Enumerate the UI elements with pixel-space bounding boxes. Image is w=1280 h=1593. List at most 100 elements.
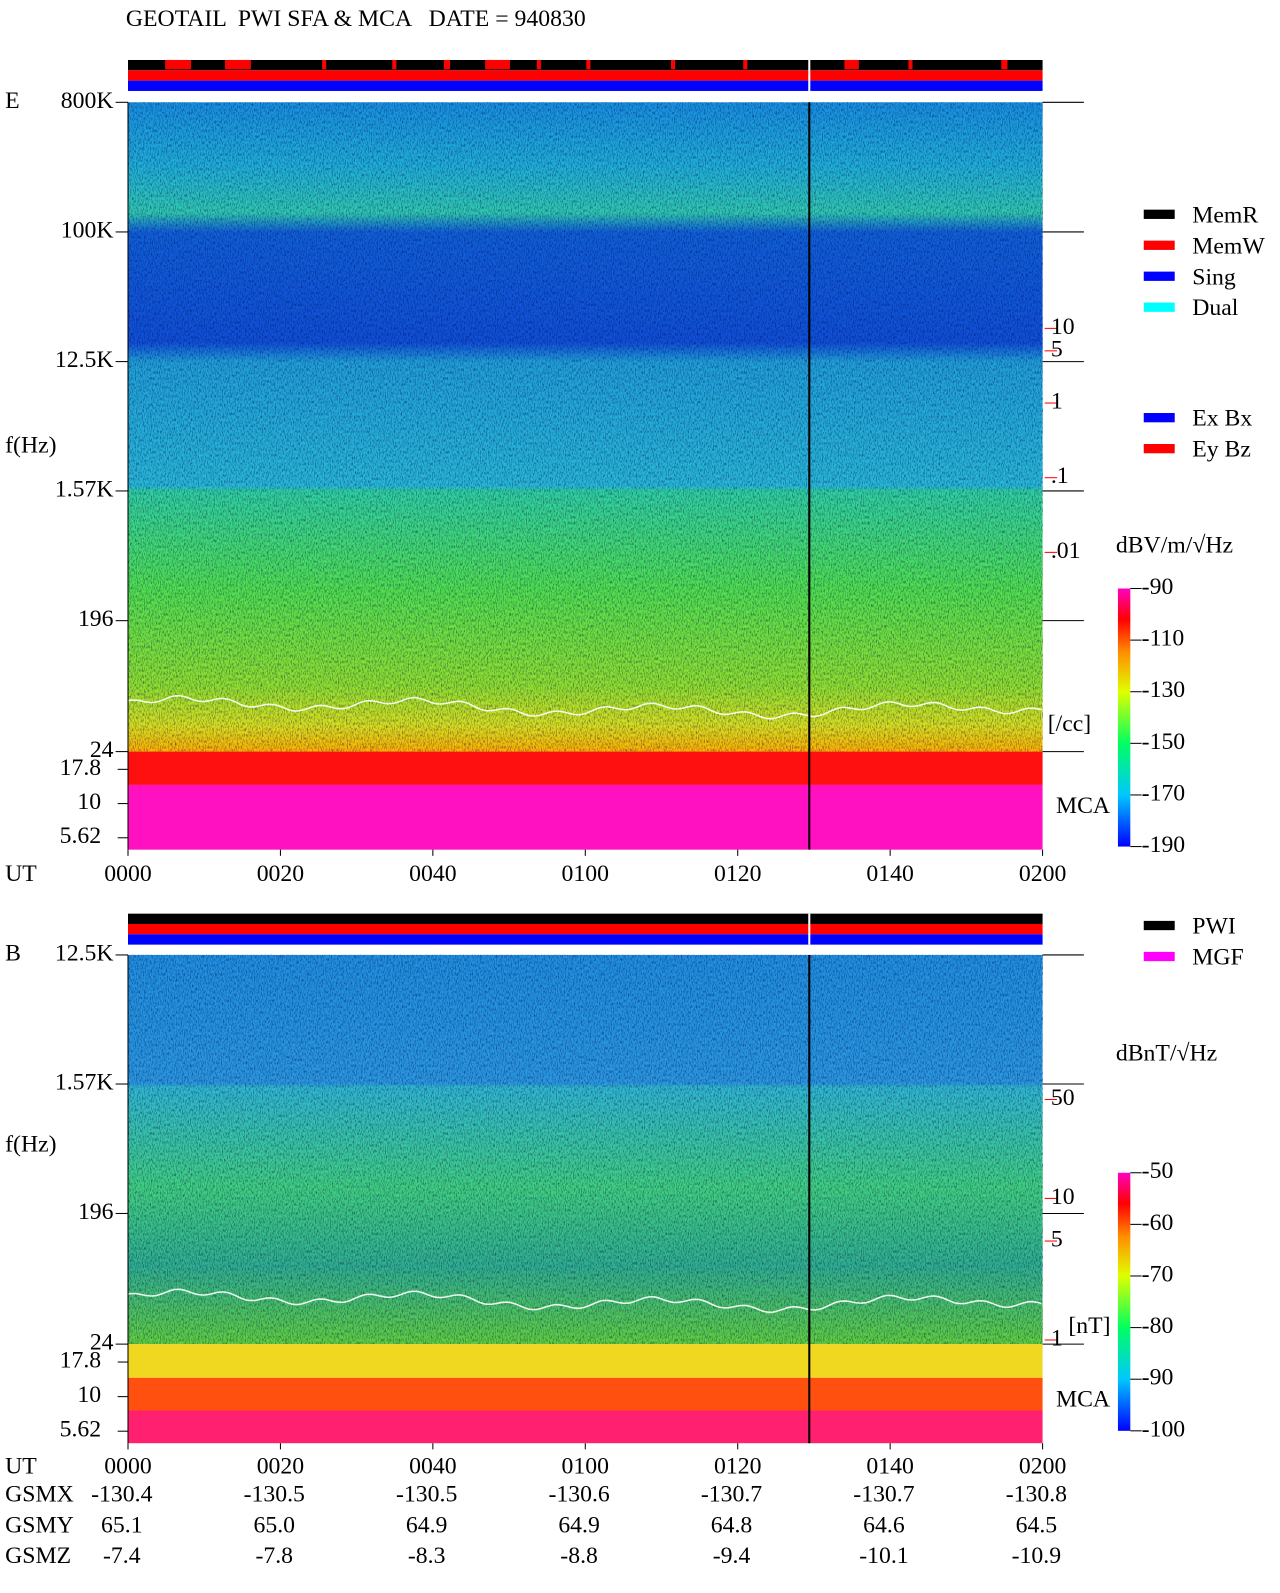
y-tick-label: 800K xyxy=(61,88,114,114)
colorbar-tick-label: -60 xyxy=(1142,1210,1174,1236)
orbit-value: 64.5 xyxy=(1016,1512,1058,1538)
x-tick-label: 0040 xyxy=(409,861,456,887)
x-tick-label: 0020 xyxy=(257,1453,304,1479)
mca-tick-label: 5.62 xyxy=(60,1417,102,1443)
orbit-value: -7.4 xyxy=(103,1543,141,1569)
x-tick-label: 0140 xyxy=(866,861,913,887)
y-axis-label: f(Hz) xyxy=(5,1131,56,1157)
mca-band xyxy=(128,1344,1043,1378)
mca-tick-label: 10 xyxy=(77,789,101,815)
y-tick-label: 100K xyxy=(61,217,114,243)
x-tick-label: 0000 xyxy=(104,1453,151,1479)
y2-tick-label: 50 xyxy=(1051,1085,1075,1111)
orbit-value: -130.5 xyxy=(244,1481,305,1507)
orbit-value: -9.4 xyxy=(713,1543,751,1569)
legend-swatch xyxy=(1143,443,1175,454)
orbit-value: -8.8 xyxy=(560,1543,598,1569)
status-segment xyxy=(485,59,510,70)
y-tick-label: 1.57K xyxy=(55,476,114,502)
orbit-value: 65.0 xyxy=(253,1512,295,1538)
orbit-label: GSMX xyxy=(5,1481,74,1507)
colorbar-tick-label: -50 xyxy=(1142,1158,1174,1184)
status-bar xyxy=(128,80,1043,91)
mca-label: MCA xyxy=(1056,1386,1110,1412)
y2-tick-label: .01 xyxy=(1051,538,1081,564)
orbit-value: 65.1 xyxy=(101,1512,143,1538)
orbit-value: 64.9 xyxy=(406,1512,448,1538)
legend-swatch xyxy=(1143,209,1175,219)
orbit-label: GSMY xyxy=(5,1512,74,1538)
x-tick-label: 0000 xyxy=(104,861,151,887)
orbit-value: -130.8 xyxy=(1006,1481,1067,1507)
orbit-value: 64.8 xyxy=(711,1512,753,1538)
x-tick-label: 0140 xyxy=(866,1453,913,1479)
mca-band xyxy=(128,1410,1043,1444)
legend-label: MemW xyxy=(1192,233,1265,259)
mca-tick-label: 17.8 xyxy=(60,1347,102,1373)
colorbar-tick-label: -90 xyxy=(1142,574,1174,600)
colorbar-label: dBV/m/√Hz xyxy=(1116,533,1233,559)
status-bar xyxy=(128,59,1043,71)
x-tick-label: 0100 xyxy=(562,1453,609,1479)
y2-tick-label: .1 xyxy=(1051,463,1069,489)
x-tick-label: 0100 xyxy=(562,861,609,887)
y2-tick-label: 10 xyxy=(1051,1184,1075,1210)
x-tick-label: 0120 xyxy=(714,1453,761,1479)
legend-swatch xyxy=(1143,302,1175,312)
colorbar-tick-label: -150 xyxy=(1142,729,1186,755)
panel-label: E xyxy=(5,88,20,114)
orbit-value: -8.3 xyxy=(408,1543,446,1569)
x-axis-label: UT xyxy=(5,1453,37,1479)
mca-label: MCA xyxy=(1056,793,1110,819)
legend-swatch xyxy=(1143,951,1175,962)
colorbar xyxy=(1117,1172,1131,1431)
y2-tick-label: 5 xyxy=(1051,336,1063,362)
colorbar-tick-label: -190 xyxy=(1142,832,1186,858)
status-segment xyxy=(743,59,748,70)
y2-tick-label: 5 xyxy=(1051,1226,1063,1252)
legend-label: Ey Bz xyxy=(1192,437,1251,463)
colorbar-tick-label: -110 xyxy=(1142,626,1185,652)
panel-label: B xyxy=(5,940,21,966)
colorbar-tick-label: -70 xyxy=(1142,1261,1174,1287)
legend-label: Sing xyxy=(1192,264,1236,290)
orbit-value: 64.9 xyxy=(558,1512,600,1538)
colorbar xyxy=(1117,588,1131,847)
status-bar xyxy=(128,70,1043,81)
white-trace xyxy=(127,1288,1042,1314)
status-segment xyxy=(443,59,451,70)
y2-tick-label: 1 xyxy=(1051,1325,1063,1351)
colorbar-tick-label: -100 xyxy=(1142,1416,1186,1442)
status-segment xyxy=(536,59,541,70)
chart-title: GEOTAIL PWI SFA & MCA DATE = 940830 xyxy=(126,6,586,32)
y2-axis-label: [nT] xyxy=(1068,1313,1110,1339)
status-segment xyxy=(1001,59,1008,70)
legend-label: PWI xyxy=(1192,914,1236,940)
status-segment xyxy=(844,59,859,70)
legend-label: Ex Bx xyxy=(1192,406,1252,432)
orbit-value: -10.1 xyxy=(859,1543,908,1569)
legend-label: MGF xyxy=(1192,945,1243,971)
y-tick-label: 12.5K xyxy=(55,940,114,966)
y-tick-label: 12.5K xyxy=(55,347,114,373)
x-tick-label: 0200 xyxy=(1019,1453,1066,1479)
y2-axis-label: [/cc] xyxy=(1048,711,1091,737)
orbit-label: GSMZ xyxy=(5,1543,71,1569)
mca-band xyxy=(128,1377,1043,1411)
orbit-value: 64.6 xyxy=(863,1512,905,1538)
colorbar-tick-label: -90 xyxy=(1142,1365,1174,1391)
status-bar xyxy=(128,934,1043,945)
spectrogram-texture xyxy=(128,954,1043,1345)
mca-band xyxy=(128,784,1043,850)
y-tick-label: 196 xyxy=(78,1199,114,1225)
y-tick-label: 24 xyxy=(90,1330,114,1356)
y-tick-label: 196 xyxy=(78,606,114,632)
status-segment xyxy=(322,59,327,70)
orbit-value: -130.7 xyxy=(701,1481,762,1507)
y-tick-label: 24 xyxy=(90,737,114,763)
status-bar xyxy=(128,913,1043,924)
status-segment xyxy=(225,59,251,70)
status-segment xyxy=(165,59,191,70)
status-segment xyxy=(586,59,591,70)
